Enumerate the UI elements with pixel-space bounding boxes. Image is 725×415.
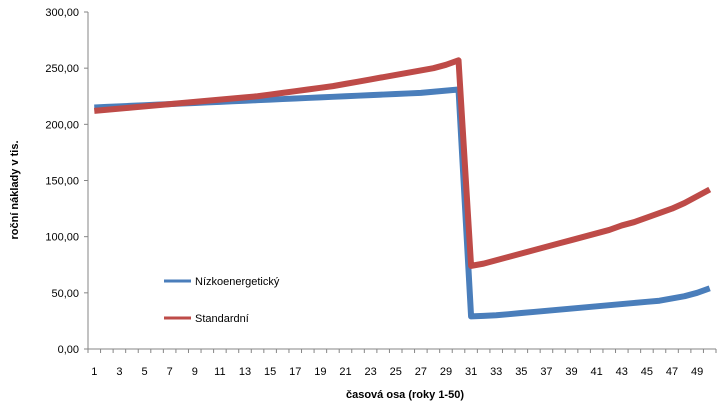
x-tick-label: 33	[490, 366, 502, 378]
y-tick-label: 300,00	[45, 7, 79, 19]
x-tick-label: 9	[192, 366, 198, 378]
y-tick-label: 150,00	[45, 176, 79, 188]
legend-label: Nízkoenergetický	[195, 276, 280, 288]
x-tick-label: 25	[390, 366, 402, 378]
x-tick-label: 45	[641, 366, 653, 378]
x-tick-label: 47	[666, 366, 678, 378]
series-line	[94, 57, 712, 269]
x-tick-label: 43	[616, 366, 628, 378]
legend-label: Standardní	[195, 313, 249, 325]
y-tick-label: 200,00	[45, 119, 79, 131]
x-tick-label: 3	[116, 366, 122, 378]
x-tick-label: 37	[540, 366, 552, 378]
x-tick-label: 31	[465, 366, 477, 378]
x-tick-label: 5	[141, 366, 147, 378]
x-tick-label: 21	[339, 366, 351, 378]
y-axis-title: roční náklady v tis.	[9, 140, 21, 239]
series-layer	[94, 57, 712, 320]
x-tick-label: 39	[565, 366, 577, 378]
y-tick-label: 250,00	[45, 63, 79, 75]
y-tick-label: 0,00	[58, 344, 79, 356]
x-tick-label: 41	[591, 366, 603, 378]
x-tick-label: 27	[415, 366, 427, 378]
chart-axes	[87, 12, 716, 350]
x-axis-ticks: 1 3 5 7 9 11 13 15 17 19 21 23 25 27 29 31 33 35 37 39 41 43 4…	[87, 349, 717, 378]
x-tick-label: 11	[214, 366, 225, 378]
x-tick-label: 7	[167, 366, 173, 378]
x-tick-label: 49	[691, 366, 703, 378]
x-tick-label: 29	[440, 366, 452, 378]
y-tick-label: 100,00	[45, 232, 79, 244]
x-tick-label: 19	[314, 366, 326, 378]
x-tick-label: 17	[289, 366, 301, 378]
y-axis-ticks: 0,00 50,00 100,00 150,00 200,00 250,00 300,00	[45, 7, 88, 356]
y-tick-label: 50,00	[51, 288, 79, 300]
x-tick-label: 13	[239, 366, 251, 378]
x-tick-label: 1	[91, 366, 97, 378]
x-tick-label: 23	[364, 366, 376, 378]
x-axis-title: časová osa (roky 1-50)	[346, 389, 464, 401]
x-tick-label: 15	[264, 366, 276, 378]
x-tick-label: 35	[515, 366, 527, 378]
legend: Nízkoenergetický Standardní	[164, 276, 280, 325]
